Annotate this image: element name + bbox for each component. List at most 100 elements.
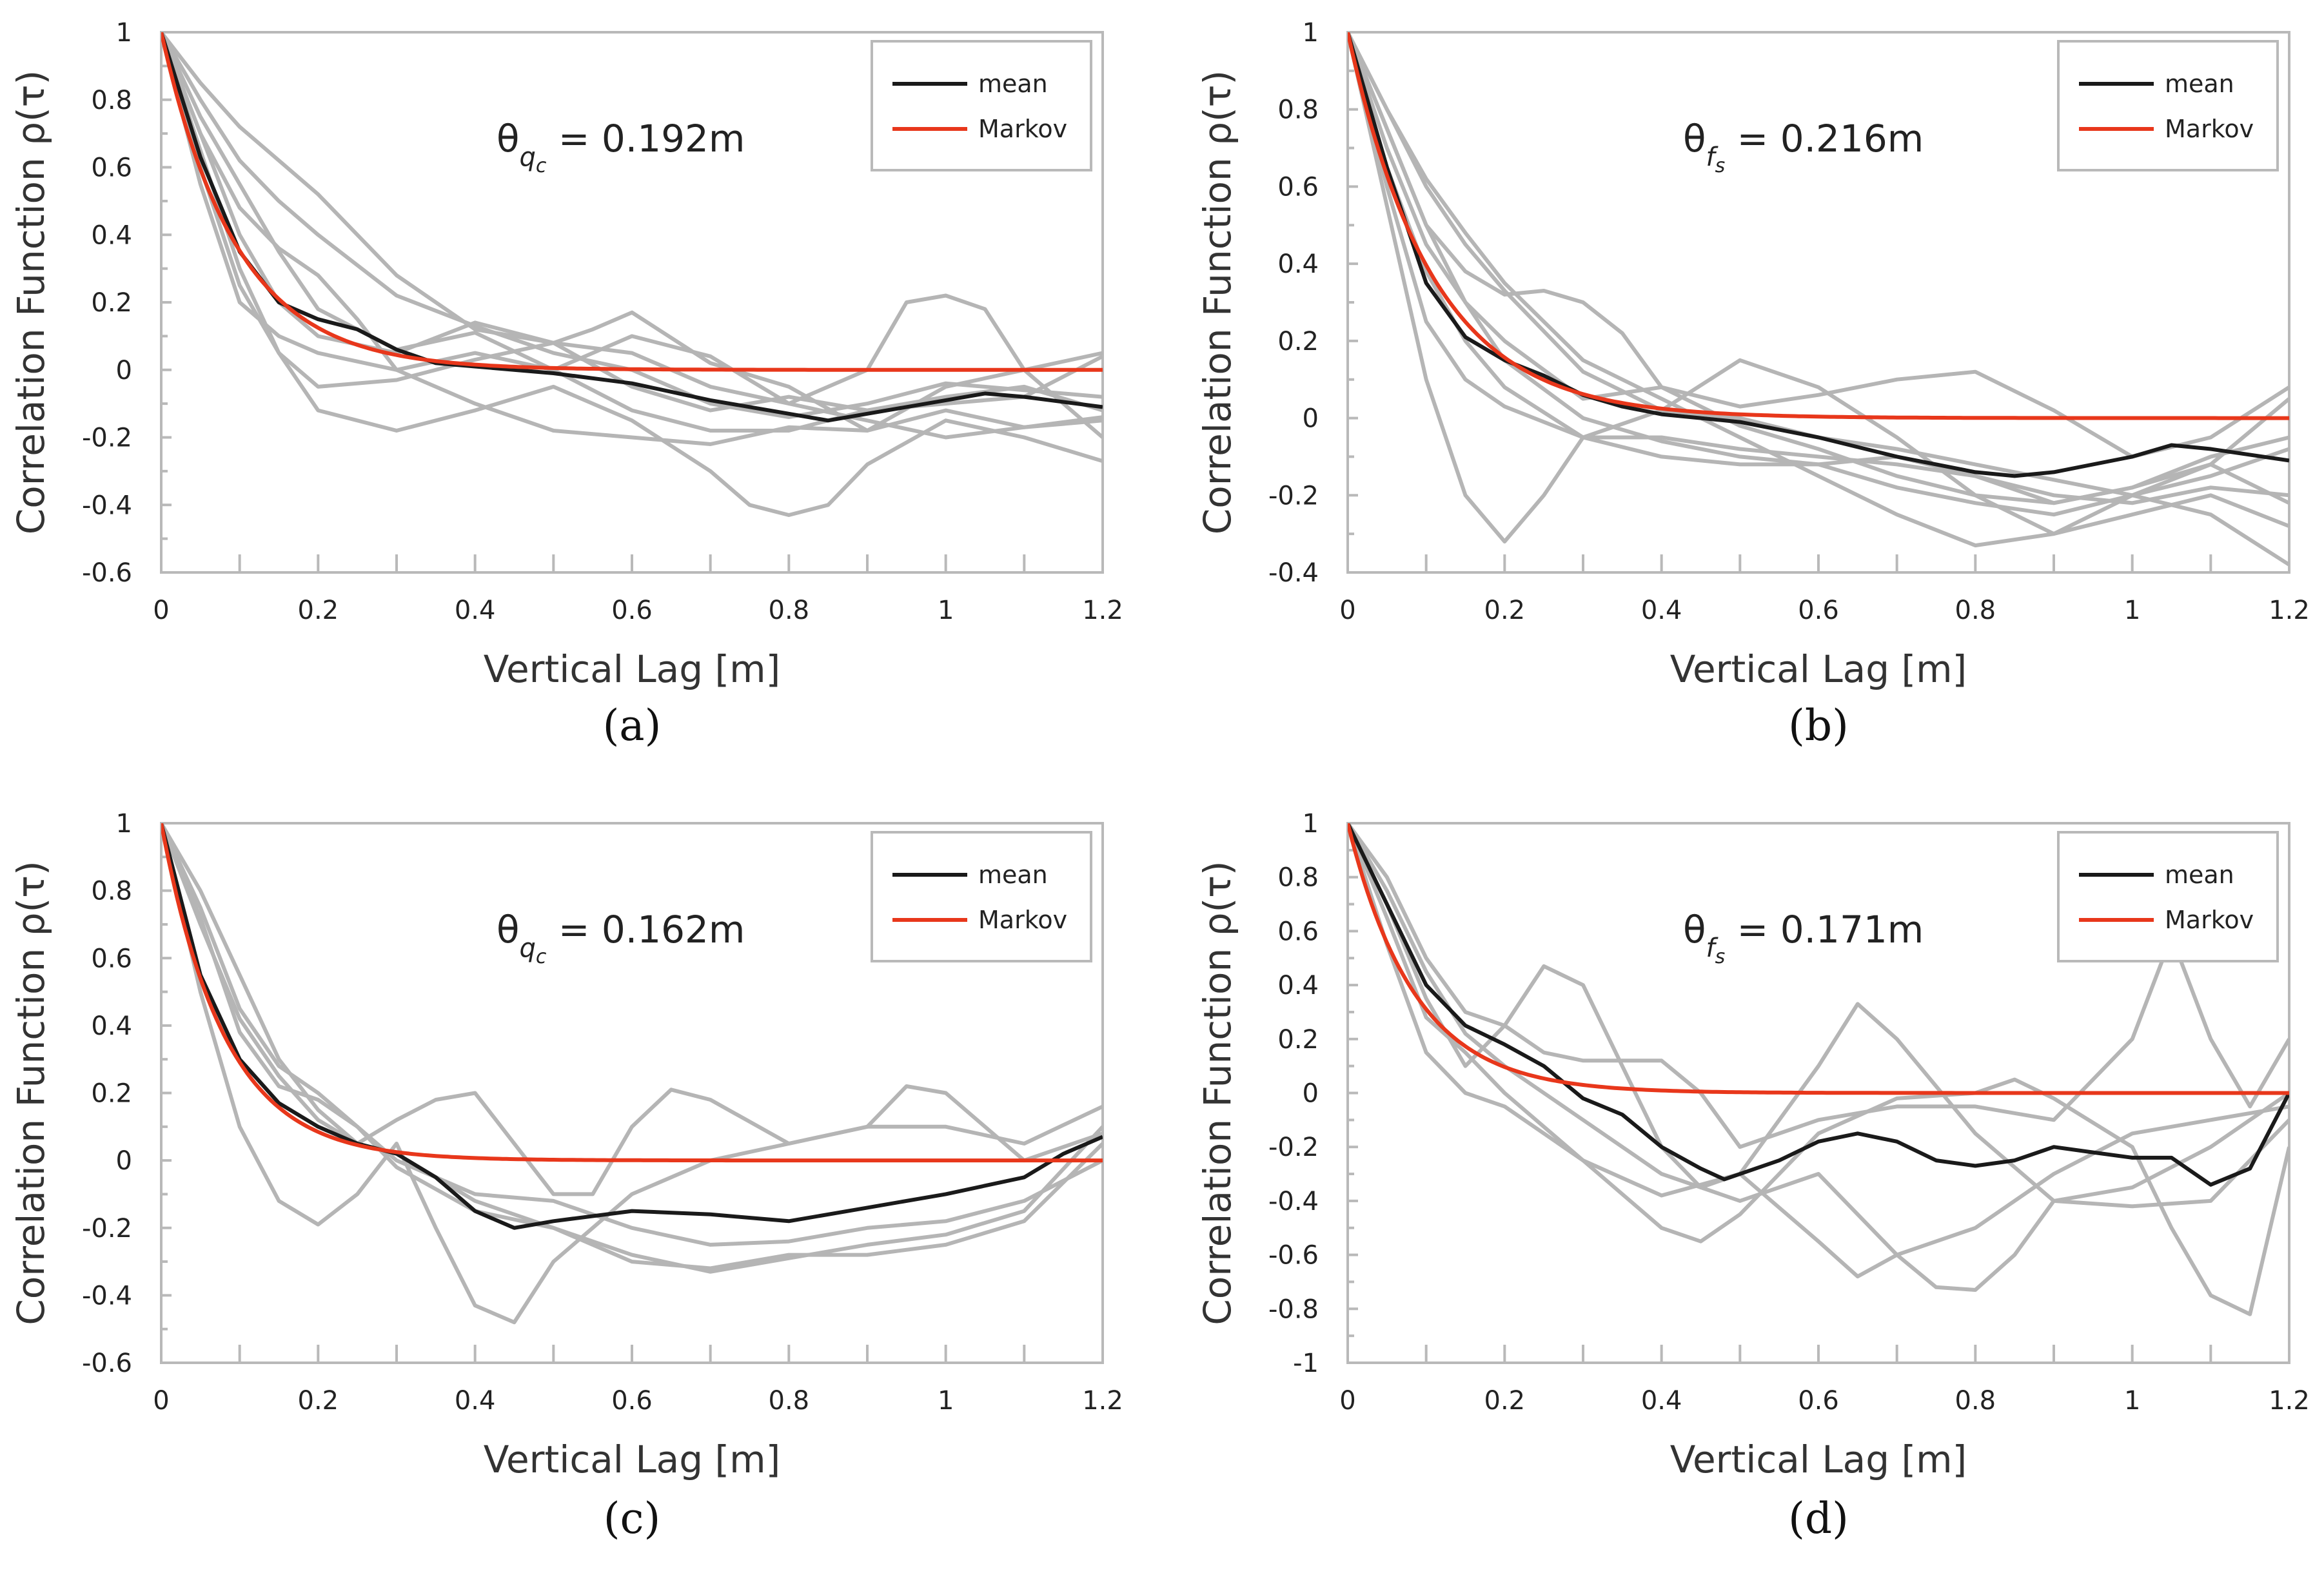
sample-series-1: [1348, 32, 2289, 544]
theta-value: = 0.162m: [546, 908, 745, 951]
y-tick-label: 0.2: [91, 288, 132, 318]
x-tick-label: 0.8: [1955, 596, 1996, 625]
y-tick-label: 0.4: [91, 220, 132, 250]
panel-label: (d): [1788, 1494, 1849, 1543]
theta-value: = 0.192m: [546, 117, 745, 161]
markov-series: [161, 32, 1103, 372]
x-tick-label: 1: [938, 1386, 954, 1416]
sample-series-5: [161, 32, 1103, 439]
y-axis-title: Correlation Function ρ(τ): [9, 70, 53, 534]
markov-series: [1348, 823, 2289, 1095]
y-tick-label: -0.4: [1268, 1187, 1319, 1216]
legend-label-mean: mean: [978, 70, 1048, 98]
theta-subscript-minor: c: [536, 155, 547, 177]
x-axis-title: Vertical Lag [m]: [484, 1438, 780, 1481]
y-tick-label: 0: [1303, 404, 1319, 434]
sample-series-2: [161, 32, 1103, 420]
y-axis-title: Correlation Function ρ(τ): [1196, 70, 1239, 534]
y-tick-label: 1: [1303, 18, 1319, 48]
panel-label: (c): [604, 1494, 660, 1543]
x-axis-title: Vertical Lag [m]: [484, 647, 780, 691]
theta-annotation: θqc = 0.192m: [497, 117, 745, 177]
x-tick-label: 1.2: [2269, 1386, 2310, 1416]
y-tick-label: 0: [116, 356, 132, 385]
x-tick-label: 0.6: [611, 596, 653, 625]
y-tick-label: -0.8: [1268, 1294, 1319, 1324]
y-tick-label: 1: [116, 809, 132, 839]
legend-box: [2057, 831, 2279, 962]
theta-symbol: θ: [497, 908, 520, 951]
x-tick-label: 0: [1339, 1386, 1355, 1416]
y-tick-label: 0: [1303, 1079, 1319, 1109]
y-tick-label: 0.2: [91, 1079, 132, 1109]
x-tick-label: 0.2: [298, 596, 339, 625]
curves: [1348, 823, 2289, 1316]
panel-d: 1 0.8 0.6 0.4 0.2 0 -0.2 -0.4 -0.6 -0.8 -1 0 0.2 0.4 0…: [1196, 809, 2310, 1543]
x-tick-label: 0.8: [769, 1386, 810, 1416]
x-tick-label: 0.8: [769, 596, 810, 625]
theta-symbol: θ: [497, 117, 520, 161]
sample-series-3: [1348, 823, 2289, 1316]
panel-c: 1 0.8 0.6 0.4 0.2 0 -0.2 -0.4 -0.6 0 0.2 0.4 0.6 0.8 1…: [9, 809, 1123, 1543]
theta-value: = 0.216m: [1725, 117, 1924, 161]
x-tick-label: 0.4: [1641, 596, 1682, 625]
y-tick-label: -1: [1293, 1349, 1319, 1378]
mean-series: [161, 32, 1103, 423]
curves: [161, 823, 1103, 1325]
theta-subscript-minor: s: [1715, 946, 1726, 968]
sample-series-7: [1348, 32, 2289, 505]
theta-subscript: q: [520, 142, 536, 172]
x-tick-label: 0: [1339, 596, 1355, 625]
curves: [161, 32, 1103, 517]
y-tick-label: -0.4: [82, 491, 132, 520]
y-tick-label: -0.6: [1268, 1241, 1319, 1271]
x-tick-label: 0.2: [298, 1386, 339, 1416]
theta-symbol: θ: [1683, 908, 1706, 951]
sample-series-4: [161, 823, 1103, 1271]
legend-label-markov: Markov: [2165, 115, 2254, 143]
legend-box: [871, 40, 1092, 171]
y-tick-label: 1: [116, 18, 132, 48]
sample-series-5: [1348, 32, 2289, 459]
y-tick-label: -0.2: [82, 424, 132, 453]
x-tick-label: 0.6: [1798, 1386, 1839, 1416]
x-tick-label: 0.6: [1798, 596, 1839, 625]
x-tick-label: 1: [2124, 1386, 2140, 1416]
theta-subscript-minor: c: [536, 946, 547, 968]
y-tick-label: 0.8: [91, 877, 132, 906]
x-tick-label: 1: [938, 596, 954, 625]
sample-series-8: [161, 32, 1103, 446]
x-tick-label: 1.2: [1082, 1386, 1123, 1416]
y-tick-label: -0.2: [82, 1214, 132, 1244]
y-tick-label: 0: [116, 1146, 132, 1176]
y-tick-label: 1: [1303, 809, 1319, 839]
panel-label: (b): [1788, 701, 1849, 750]
y-tick-label: -0.4: [1268, 558, 1319, 588]
sample-series-3: [1348, 32, 2289, 536]
x-tick-label: 1: [2124, 596, 2140, 625]
x-tick-label: 0.4: [1641, 1386, 1682, 1416]
panel-b: 1 0.8 0.6 0.4 0.2 0 -0.2 -0.4 0 0.2 0.4 0.6 0.8 1 1.2 V…: [1196, 18, 2310, 750]
legend: mean Markov: [871, 831, 1092, 962]
legend: mean Markov: [2057, 831, 2279, 962]
legend-label-mean: mean: [2165, 70, 2234, 98]
sample-series-4: [1348, 32, 2289, 567]
y-tick-label: 0.2: [1277, 1025, 1319, 1055]
y-axis-title: Correlation Function ρ(τ): [9, 861, 53, 1325]
y-tick-label: 0.4: [1277, 249, 1319, 279]
x-tick-label: 0: [153, 596, 169, 625]
y-tick-label: 0.8: [1277, 95, 1319, 125]
curves: [1348, 32, 2289, 567]
y-tick-label: 0.8: [91, 86, 132, 115]
sample-series-3: [161, 32, 1103, 440]
y-tick-label: 0.4: [1277, 971, 1319, 1000]
legend-label-mean: mean: [2165, 861, 2234, 889]
theta-subscript: q: [520, 933, 536, 963]
x-tick-label: 1.2: [2269, 596, 2310, 625]
legend-label-markov: Markov: [978, 115, 1067, 143]
y-tick-label: -0.2: [1268, 1133, 1319, 1162]
y-tick-label: 0.6: [1277, 172, 1319, 202]
y-tick-label: -0.4: [82, 1281, 132, 1311]
legend-label-markov: Markov: [978, 906, 1067, 934]
legend-label-mean: mean: [978, 861, 1048, 889]
